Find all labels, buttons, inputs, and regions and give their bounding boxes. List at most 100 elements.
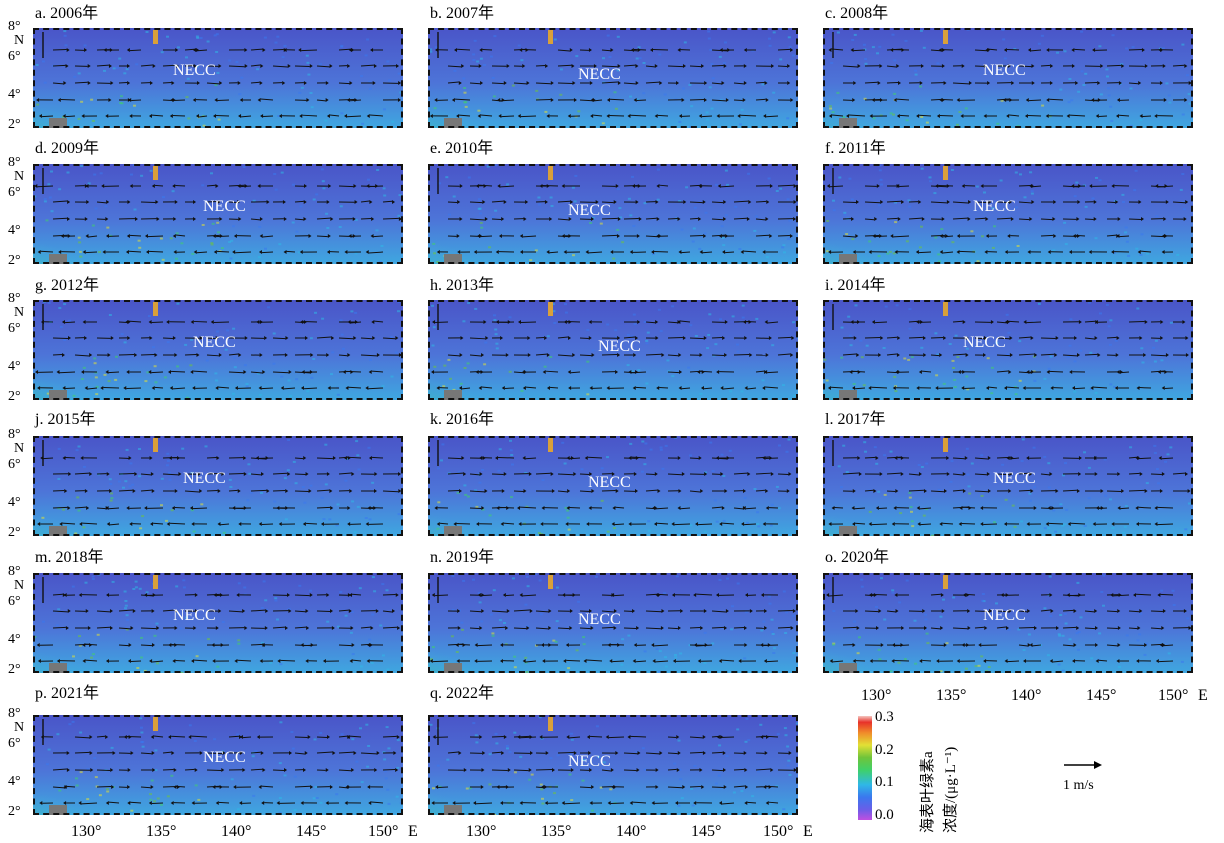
map-field [428, 28, 798, 128]
colorbar-tick-label: 0.0 [875, 807, 894, 823]
y-tick-label: 4° [8, 359, 21, 374]
panel-title: n. 2019年 [430, 549, 495, 566]
necc-label: NECC [568, 753, 611, 770]
y-tick-label: 8° [8, 291, 21, 306]
map-field [33, 573, 403, 673]
map-frame [823, 300, 1193, 400]
map-field [33, 715, 403, 815]
x-tick-label: 135° [146, 823, 177, 840]
y-tick-label: 4° [8, 87, 21, 102]
chlorophyll-map: NECC [823, 300, 1193, 400]
y-axis-unit: N [14, 305, 25, 320]
panel-title: q. 2022年 [430, 685, 495, 702]
map-field [33, 164, 403, 264]
necc-label: NECC [973, 198, 1016, 215]
y-tick-label: 4° [8, 632, 21, 647]
x-axis-unit: E [408, 823, 418, 840]
y-axis-unit: N [14, 169, 25, 184]
panel-title: c. 2008年 [825, 5, 889, 22]
x-tick-label: 145° [296, 823, 327, 840]
necc-label: NECC [183, 470, 226, 487]
map-frame [823, 436, 1193, 536]
y-tick-label: 6° [8, 736, 21, 751]
x-tick-label: 130° [71, 823, 102, 840]
y-axis-unit: N [14, 578, 25, 593]
y-tick-label: 2° [8, 525, 21, 540]
colorbar [858, 716, 872, 820]
y-tick-label: 2° [8, 253, 21, 268]
chlorophyll-map: NECC [823, 28, 1193, 128]
y-tick-label: 8° [8, 19, 21, 34]
necc-label: NECC [598, 338, 641, 355]
map-frame [428, 164, 798, 264]
colorbar-tick-label: 0.1 [875, 774, 894, 790]
panel-title: m. 2018年 [35, 549, 104, 566]
panel-title: j. 2015年 [35, 411, 96, 428]
x-tick-label: 130° [861, 687, 892, 704]
chlorophyll-map: NECC [428, 436, 798, 536]
y-tick-label: 6° [8, 49, 21, 64]
map-field [428, 715, 798, 815]
necc-label: NECC [578, 66, 621, 83]
panel-title: p. 2021年 [35, 685, 100, 702]
map-frame [33, 715, 403, 815]
y-axis-unit: N [14, 720, 25, 735]
y-tick-label: 2° [8, 117, 21, 132]
y-tick-label: 4° [8, 495, 21, 510]
x-tick-label: 150° [1158, 687, 1189, 704]
panel-title: b. 2007年 [430, 5, 495, 22]
chlorophyll-map: NECC [33, 300, 403, 400]
necc-label: NECC [578, 611, 621, 628]
map-field [428, 436, 798, 536]
y-tick-label: 6° [8, 594, 21, 609]
y-tick-label: 2° [8, 389, 21, 404]
x-tick-label: 135° [541, 823, 572, 840]
map-frame [428, 715, 798, 815]
map-frame [33, 436, 403, 536]
chlorophyll-map: NECC [823, 573, 1193, 673]
map-field [823, 573, 1193, 673]
map-field [33, 436, 403, 536]
necc-label: NECC [983, 607, 1026, 624]
chlorophyll-map: NECC [428, 715, 798, 815]
map-frame [33, 28, 403, 128]
map-field [823, 300, 1193, 400]
panel-title: k. 2016年 [430, 411, 495, 428]
necc-label: NECC [588, 474, 631, 491]
colorbar-title-line2: 浓度/(μg·L⁻¹) [943, 746, 959, 833]
x-tick-label: 140° [616, 823, 647, 840]
chlorophyll-map: NECC [33, 28, 403, 128]
x-tick-label: 140° [221, 823, 252, 840]
y-tick-label: 6° [8, 185, 21, 200]
panel-title: f. 2011年 [825, 140, 886, 157]
panel-title: d. 2009年 [35, 140, 100, 157]
chlorophyll-map: NECC [823, 436, 1193, 536]
map-field [428, 573, 798, 673]
x-tick-label: 150° [368, 823, 399, 840]
chlorophyll-map: NECC [428, 300, 798, 400]
necc-label: NECC [568, 202, 611, 219]
panel-title: l. 2017年 [825, 411, 886, 428]
y-tick-label: 4° [8, 774, 21, 789]
colorbar-tick-label: 0.3 [875, 709, 894, 725]
chlorophyll-map: NECC [33, 573, 403, 673]
y-tick-label: 8° [8, 564, 21, 579]
colorbar-title-line1: 海表叶绿素a [920, 751, 936, 833]
x-axis-unit: E [1198, 687, 1208, 704]
y-tick-label: 2° [8, 662, 21, 677]
chlorophyll-map: NECC [33, 164, 403, 264]
chlorophyll-map: NECC [428, 164, 798, 264]
chlorophyll-map: NECC [428, 28, 798, 128]
necc-label: NECC [203, 749, 246, 766]
necc-label: NECC [993, 470, 1036, 487]
necc-label: NECC [983, 62, 1026, 79]
x-tick-label: 145° [1086, 687, 1117, 704]
necc-label: NECC [173, 607, 216, 624]
necc-label: NECC [203, 198, 246, 215]
map-field [823, 28, 1193, 128]
map-frame [428, 436, 798, 536]
y-tick-label: 8° [8, 427, 21, 442]
necc-label: NECC [193, 334, 236, 351]
panel-title: o. 2020年 [825, 549, 890, 566]
